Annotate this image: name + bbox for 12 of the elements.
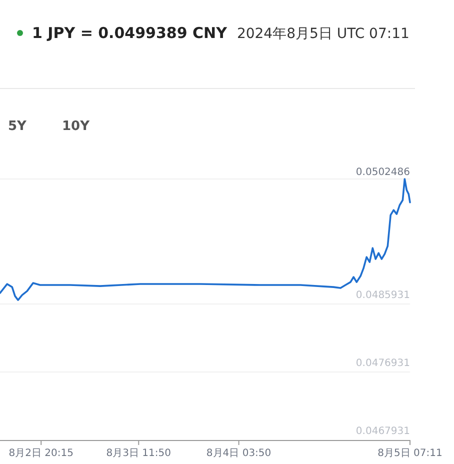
x-tick-label: 8月3日 11:50 <box>106 448 172 459</box>
y-tick-label: 0.0502486 <box>356 167 410 178</box>
y-tick-label: 0.0467931 <box>356 426 410 437</box>
x-tick-label: 8月5日 07:11 <box>378 448 442 459</box>
text: 10Y <box>62 119 90 134</box>
x-tick-label: 8月4日 03:50 <box>206 448 272 459</box>
text: 5Y <box>8 119 28 134</box>
y-tick-label: 0.0485931 <box>356 290 410 302</box>
y-tick-label: 0.0476931 <box>356 358 410 370</box>
chart-title: 1 JPY = 0.0499389 CNY <box>32 24 228 42</box>
chart-subtitle: 2024年8月5日 UTC 07:11 <box>236 26 410 42</box>
x-tick-label: 8月2日 20:15 <box>8 448 74 459</box>
